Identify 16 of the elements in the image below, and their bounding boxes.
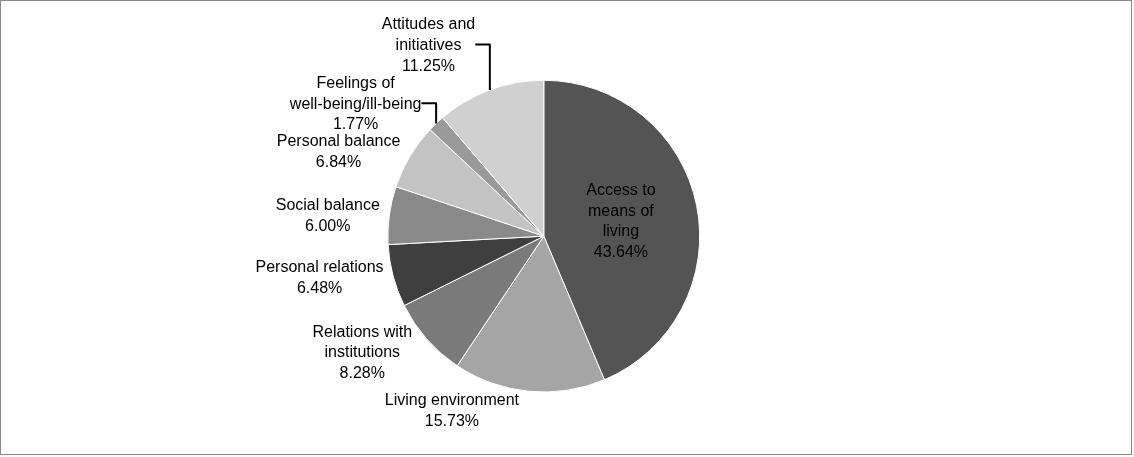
slice-label: Relations with institutions [312, 322, 413, 361]
data-label: 6.00% [305, 216, 351, 234]
slice-label: Personal relations [255, 258, 384, 276]
data-label: 6.84% [315, 153, 362, 171]
data-label: 11.25% [401, 56, 456, 74]
data-label: 6.48% [296, 279, 343, 297]
slice-label: Personal balance [276, 132, 401, 150]
slice-label: Social balance [275, 196, 380, 214]
data-label: 1.77% [332, 115, 379, 133]
slice-label: Access to means of living [586, 180, 656, 240]
data-label: 15.73% [424, 411, 480, 429]
data-label: 43.64% [593, 243, 649, 261]
slice-label: Feelings of well-being/ill-being [288, 73, 422, 112]
slice-label: Attitudes and initiatives [381, 15, 476, 54]
slice-label: Living environment [384, 391, 520, 409]
data-label: 8.28% [339, 364, 385, 382]
